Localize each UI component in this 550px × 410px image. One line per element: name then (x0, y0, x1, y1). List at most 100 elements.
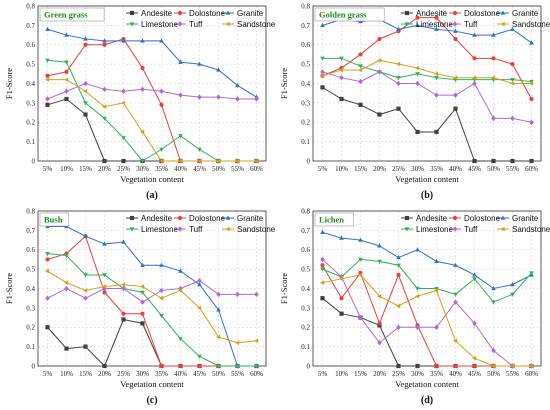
legend-marker (129, 10, 135, 16)
data-point (64, 32, 69, 37)
x-tick-label: 55% (506, 370, 519, 378)
data-point (396, 26, 401, 31)
data-point (215, 334, 221, 340)
legend-label: Sandstone (512, 20, 550, 29)
data-point (216, 307, 221, 312)
data-point (158, 158, 164, 164)
data-point (529, 79, 534, 85)
data-point (197, 61, 202, 66)
legend-marker (404, 10, 410, 16)
data-point (319, 73, 325, 79)
data-point (83, 36, 88, 41)
legend-label: Andesite (416, 214, 448, 223)
data-point (510, 77, 515, 83)
series-tuff (45, 278, 259, 305)
y-tick-label: 0.6 (301, 246, 310, 254)
data-point (529, 119, 534, 125)
data-point (83, 112, 88, 117)
legend-marker (177, 10, 183, 16)
series-andesite (320, 85, 534, 164)
data-point (434, 15, 439, 20)
data-point (320, 22, 325, 28)
data-point (45, 257, 50, 262)
data-point (510, 282, 515, 287)
data-point (415, 286, 420, 292)
data-point (358, 314, 363, 321)
x-tick-label: 40% (449, 165, 462, 173)
series-line (47, 226, 257, 367)
data-point (196, 158, 202, 164)
data-point (140, 290, 145, 295)
data-point (529, 158, 534, 164)
chart-panel-1: 0 0.1 0.2 0.3 0.4 0.5 0.6 0.7 0.8 5% 10% 15% 20% 25% 3… (4, 2, 276, 201)
series-dolostone (45, 234, 259, 369)
legend-label: Sandstone (237, 225, 276, 234)
data-point (159, 287, 164, 294)
y-tick-label: 0.1 (301, 343, 310, 351)
data-point (83, 233, 88, 238)
legend-marker (129, 22, 135, 27)
chart-title-frame (39, 212, 69, 227)
x-tick-label: 30% (136, 370, 149, 378)
data-point (121, 88, 126, 94)
data-point (64, 285, 69, 292)
x-tick-label: 25% (117, 370, 130, 378)
chart-title-box: Golden grass (314, 7, 385, 22)
data-point (82, 88, 88, 94)
data-point (472, 272, 477, 277)
data-point (319, 280, 325, 285)
x-axis-label: Vegetation content (395, 379, 459, 389)
series-line (47, 79, 257, 162)
x-tick-label: 40% (449, 370, 462, 378)
legend-item-tuff: Tuff (449, 20, 478, 29)
x-axis-label: Vegetation content (120, 379, 184, 389)
x-tick-label: 35% (430, 165, 443, 173)
data-point (414, 293, 420, 299)
data-point (139, 284, 145, 289)
y-tick-label: 0 (307, 362, 311, 370)
data-point (529, 40, 534, 45)
data-point (452, 338, 458, 344)
data-point (177, 288, 183, 293)
x-tick-label: 20% (373, 370, 386, 378)
chart-title-frame (314, 212, 354, 227)
data-point (377, 340, 382, 346)
x-tick-label: 55% (231, 370, 244, 378)
y-tick-label: 0.5 (301, 61, 310, 69)
data-point (178, 337, 183, 342)
legend-marker (225, 226, 230, 232)
data-point (415, 324, 420, 330)
data-point (215, 158, 221, 164)
series-line (47, 38, 257, 162)
data-point (396, 363, 401, 369)
legend-item-andesite: Andesite (126, 214, 173, 223)
y-tick-label: 0.1 (26, 343, 35, 351)
data-point (358, 257, 363, 262)
y-tick-label: 0 (32, 157, 36, 165)
y-axis-label: F1-Score (4, 68, 14, 99)
x-tick-label: 60% (525, 165, 538, 173)
x-tick-label: 25% (117, 165, 130, 173)
data-point (453, 28, 458, 33)
data-point (434, 286, 439, 292)
data-point (139, 129, 145, 135)
x-tick-label: 5% (318, 165, 328, 173)
data-point (197, 94, 202, 100)
legend-item-sandstone: Sandstone (222, 225, 276, 234)
data-point (396, 272, 401, 278)
legend-label: Sandstone (512, 225, 550, 234)
series-line (47, 270, 257, 344)
series-sandstone (319, 272, 534, 369)
data-point (453, 299, 458, 305)
legend-marker (177, 226, 183, 232)
data-point (83, 295, 88, 301)
data-point (434, 76, 439, 81)
data-point (320, 69, 325, 75)
series-granite (45, 26, 259, 99)
legend-marker (129, 215, 135, 221)
data-point (83, 42, 88, 47)
chart-title-frame (314, 7, 385, 22)
data-point (357, 67, 363, 73)
data-point (376, 293, 382, 299)
data-point (101, 104, 107, 110)
